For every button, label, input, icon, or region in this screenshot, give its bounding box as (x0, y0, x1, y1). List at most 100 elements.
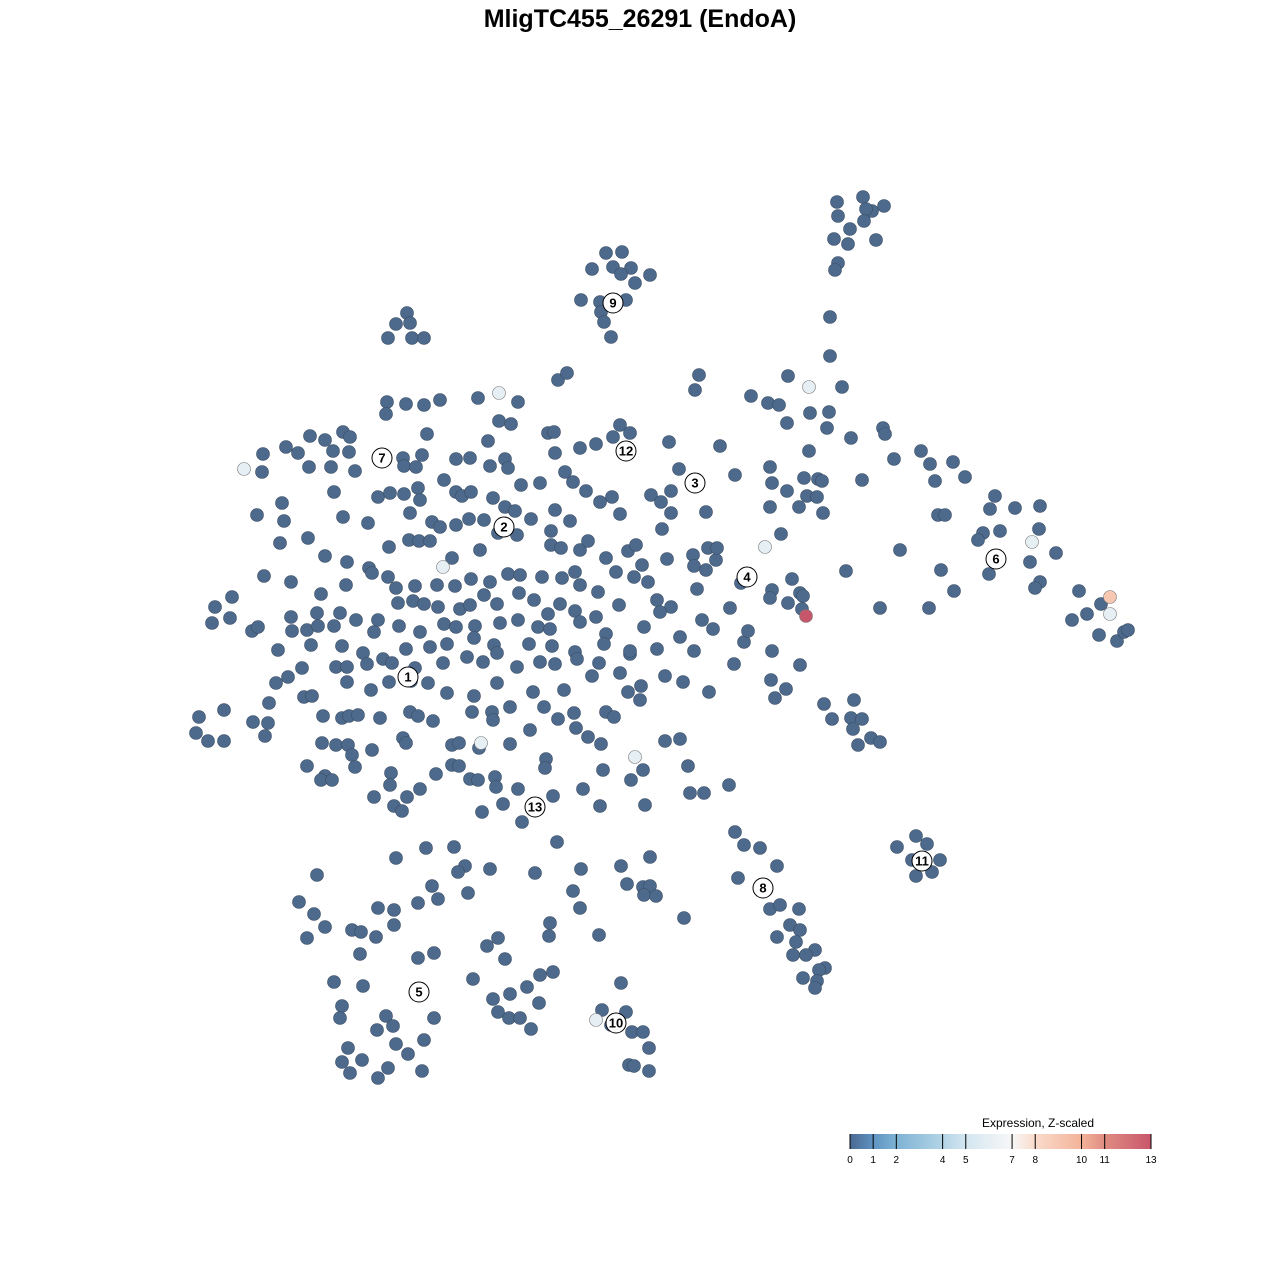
data-point (658, 734, 672, 748)
data-point-highlighted (628, 750, 642, 764)
data-point (573, 901, 587, 915)
cluster-label-badge (408, 981, 430, 1003)
data-point (699, 563, 713, 577)
data-point (803, 406, 817, 420)
data-point (295, 661, 309, 675)
data-point (400, 790, 414, 804)
data-point (433, 393, 447, 407)
data-point (311, 619, 325, 633)
data-point (426, 714, 440, 728)
data-point (335, 639, 349, 653)
data-point (281, 670, 295, 684)
data-point (205, 616, 219, 630)
data-point (815, 474, 829, 488)
data-point (449, 620, 463, 634)
data-point (449, 518, 463, 532)
data-point-highlighted (1103, 590, 1117, 604)
data-point (823, 349, 837, 363)
data-point (609, 565, 623, 579)
data-point (520, 980, 534, 994)
data-point (399, 642, 413, 656)
data-point (731, 871, 745, 885)
data-point (763, 460, 777, 474)
color-legend: Expression, Z-scaled 0 1 2 4 5 7 8 10 11 13 (847, 1116, 1157, 1166)
data-point (421, 676, 435, 690)
data-point (764, 673, 778, 687)
cluster-label-text: 2 (500, 520, 507, 535)
data-point (217, 734, 231, 748)
data-point (217, 703, 231, 717)
data-point (859, 202, 873, 216)
cluster-label-badge (615, 440, 637, 462)
data-point (548, 657, 562, 671)
data-point (481, 434, 495, 448)
data-point (466, 972, 480, 986)
data-point (781, 369, 795, 383)
data-point (367, 625, 381, 639)
data-point (770, 859, 784, 873)
data-point (763, 500, 777, 514)
data-point (460, 650, 474, 664)
data-point (909, 829, 923, 843)
data-point (397, 459, 411, 473)
data-point (699, 505, 713, 519)
data-point (380, 395, 394, 409)
data-point (405, 331, 419, 345)
data-point (808, 981, 822, 995)
data-point (641, 575, 655, 589)
data-point (451, 865, 465, 879)
data-point (399, 397, 413, 411)
data-point (799, 948, 813, 962)
data-point (835, 380, 849, 394)
data-point (620, 877, 634, 891)
data-point (513, 1011, 527, 1025)
data-point (557, 683, 571, 697)
data-point (933, 853, 947, 867)
data-point (533, 968, 547, 982)
data-point (857, 214, 871, 228)
data-point (284, 575, 298, 589)
data-point (773, 898, 787, 912)
data-point (551, 712, 565, 726)
data-point (471, 391, 485, 405)
cluster-label: 12 (615, 440, 637, 462)
cluster-label: 8 (752, 877, 774, 899)
data-point (360, 657, 374, 671)
cluster-label: 4 (736, 566, 758, 588)
data-point (595, 1003, 609, 1017)
data-point (914, 444, 928, 458)
data-point (465, 705, 479, 719)
data-point (399, 736, 413, 750)
data-point (1023, 555, 1037, 569)
data-point (343, 1066, 357, 1080)
data-point (623, 644, 637, 658)
data-point (723, 601, 737, 615)
data-point (371, 613, 385, 627)
data-point (533, 476, 547, 490)
data-point (427, 946, 441, 960)
cluster-label-text: 8 (759, 881, 766, 896)
data-point (934, 563, 948, 577)
data-point (797, 471, 811, 485)
data-point (348, 760, 362, 774)
data-point (492, 414, 506, 428)
data-point (614, 976, 628, 990)
data-point (365, 566, 379, 580)
data-point (709, 553, 723, 567)
data-point (433, 520, 447, 534)
data-point (920, 837, 934, 851)
data-point (789, 935, 803, 949)
cluster-label-text: 6 (992, 552, 999, 567)
data-point (589, 610, 603, 624)
data-point (1121, 623, 1135, 637)
data-point-highlighted (492, 386, 506, 400)
data-point (722, 778, 736, 792)
cluster-label-text: 5 (415, 985, 422, 1000)
data-point-highlighted (1025, 535, 1039, 549)
data-point (828, 263, 842, 277)
data-point (490, 676, 504, 690)
data-point (490, 646, 504, 660)
data-point (613, 418, 627, 432)
data-point (493, 616, 507, 630)
data-point (305, 689, 319, 703)
